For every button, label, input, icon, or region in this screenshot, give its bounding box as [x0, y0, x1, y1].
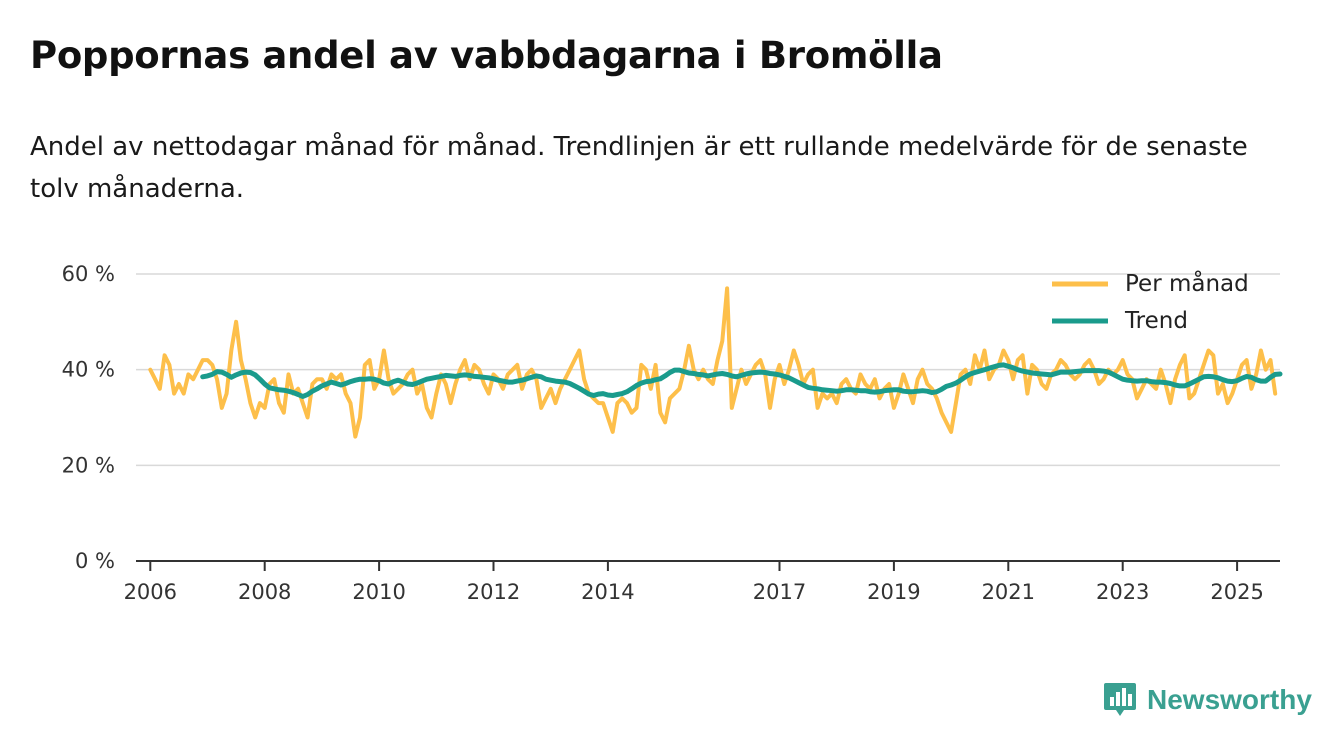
x-tick-label: 2008	[238, 580, 291, 604]
x-tick-label: 2006	[124, 580, 177, 604]
y-tick-label: 40 %	[62, 358, 115, 382]
y-tick-label: 60 %	[62, 262, 115, 286]
x-axis-ticks: 2006 2008 2010 2012 2014 2017 2019 2021 2023 2025	[124, 561, 1264, 604]
y-axis-ticks: 0 % 20 % 40 % 60 %	[62, 262, 115, 573]
bar-chart-logo-icon	[1104, 683, 1136, 716]
x-tick-label: 2017	[753, 580, 806, 604]
x-tick-label: 2021	[982, 580, 1035, 604]
y-tick-label: 0 %	[75, 549, 115, 573]
x-tick-label: 2025	[1210, 580, 1263, 604]
series-line-trend	[200, 362, 1283, 399]
legend: Per månad Trend	[1052, 269, 1249, 334]
chart-title: Poppornas andel av vabbdagarna i Bromöll…	[30, 34, 943, 77]
series-line-per-manad	[148, 286, 1278, 439]
series-lines	[148, 286, 1283, 439]
x-tick-label: 2023	[1096, 580, 1149, 604]
brand-logo[interactable]: Newsworthy	[1103, 680, 1312, 720]
legend-label-per-manad: Per månad	[1125, 269, 1249, 297]
x-tick-label: 2019	[867, 580, 920, 604]
x-tick-label: 2014	[581, 580, 634, 604]
x-tick-label: 2012	[467, 580, 520, 604]
y-tick-label: 20 %	[62, 453, 115, 477]
brand-name: Newsworthy	[1147, 684, 1312, 715]
x-tick-label: 2010	[352, 580, 405, 604]
chart-subtitle: Andel av nettodagar månad för månad. Tre…	[30, 132, 1248, 204]
legend-label-trend: Trend	[1124, 308, 1188, 334]
